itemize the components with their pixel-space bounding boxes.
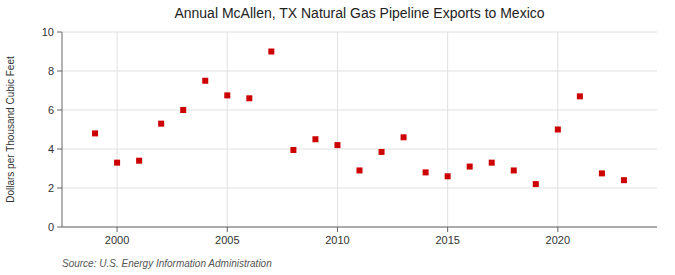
grid-line-x <box>447 32 448 227</box>
point <box>246 95 252 101</box>
point <box>533 181 539 187</box>
x-tick-label: 2020 <box>546 234 570 246</box>
point <box>445 173 451 179</box>
grid-line-y <box>62 32 657 33</box>
grid-line-y <box>62 110 657 111</box>
grid-line-y <box>62 149 657 150</box>
point <box>92 130 98 136</box>
x-tick <box>337 227 338 232</box>
x-tick <box>227 227 228 232</box>
grid <box>62 32 657 227</box>
y-tick <box>57 71 62 72</box>
point <box>290 147 296 153</box>
point <box>224 92 230 98</box>
chart-container: Annual McAllen, TX Natural Gas Pipeline … <box>0 0 675 275</box>
x-tick-label: 2000 <box>105 234 129 246</box>
point <box>599 170 605 176</box>
grid-line-y <box>62 227 657 228</box>
y-tick <box>57 188 62 189</box>
point <box>555 127 561 133</box>
y-axis-label: Dollars per Thousand Cubic Feet <box>5 56 16 203</box>
point <box>114 160 120 166</box>
axes: 2000 2005 2010 2015 2020 0 2 4 6 8 10 <box>42 26 657 246</box>
x-tick <box>117 227 118 232</box>
point <box>334 142 340 148</box>
point <box>202 78 208 84</box>
point <box>621 177 627 183</box>
point <box>180 107 186 113</box>
x-tick <box>447 227 448 232</box>
point <box>357 167 363 173</box>
y-tick <box>57 32 62 33</box>
point <box>312 136 318 142</box>
x-axis-line <box>62 227 657 228</box>
y-tick <box>57 149 62 150</box>
y-tick <box>57 227 62 228</box>
y-tick-label: 8 <box>48 65 54 77</box>
chart: Annual McAllen, TX Natural Gas Pipeline … <box>0 0 675 275</box>
point <box>423 169 429 175</box>
point <box>158 121 164 127</box>
point <box>489 160 495 166</box>
x-tick-label: 2005 <box>215 234 239 246</box>
point <box>577 93 583 99</box>
y-tick-label: 6 <box>48 104 54 116</box>
grid-line-y <box>62 71 657 72</box>
y-tick-label: 10 <box>42 26 54 38</box>
y-tick-label: 4 <box>48 143 54 155</box>
grid-line-x <box>117 32 118 227</box>
title: Annual McAllen, TX Natural Gas Pipeline … <box>174 5 544 21</box>
points <box>92 49 627 188</box>
y-axis-line <box>62 32 63 227</box>
y-tick <box>57 110 62 111</box>
point <box>136 158 142 164</box>
point <box>268 49 274 55</box>
point <box>379 149 385 155</box>
grid-line-x <box>337 32 338 227</box>
point <box>511 167 517 173</box>
y-tick-label: 0 <box>48 221 54 233</box>
grid-line-x <box>227 32 228 227</box>
x-tick-label: 2010 <box>325 234 349 246</box>
point <box>401 134 407 140</box>
x-tick <box>557 227 558 232</box>
grid-line-y <box>62 188 657 189</box>
point <box>467 164 473 170</box>
y-tick-label: 2 <box>48 182 54 194</box>
x-tick-label: 2015 <box>435 234 459 246</box>
annotation: Source: U.S. Energy Information Administ… <box>62 258 272 269</box>
